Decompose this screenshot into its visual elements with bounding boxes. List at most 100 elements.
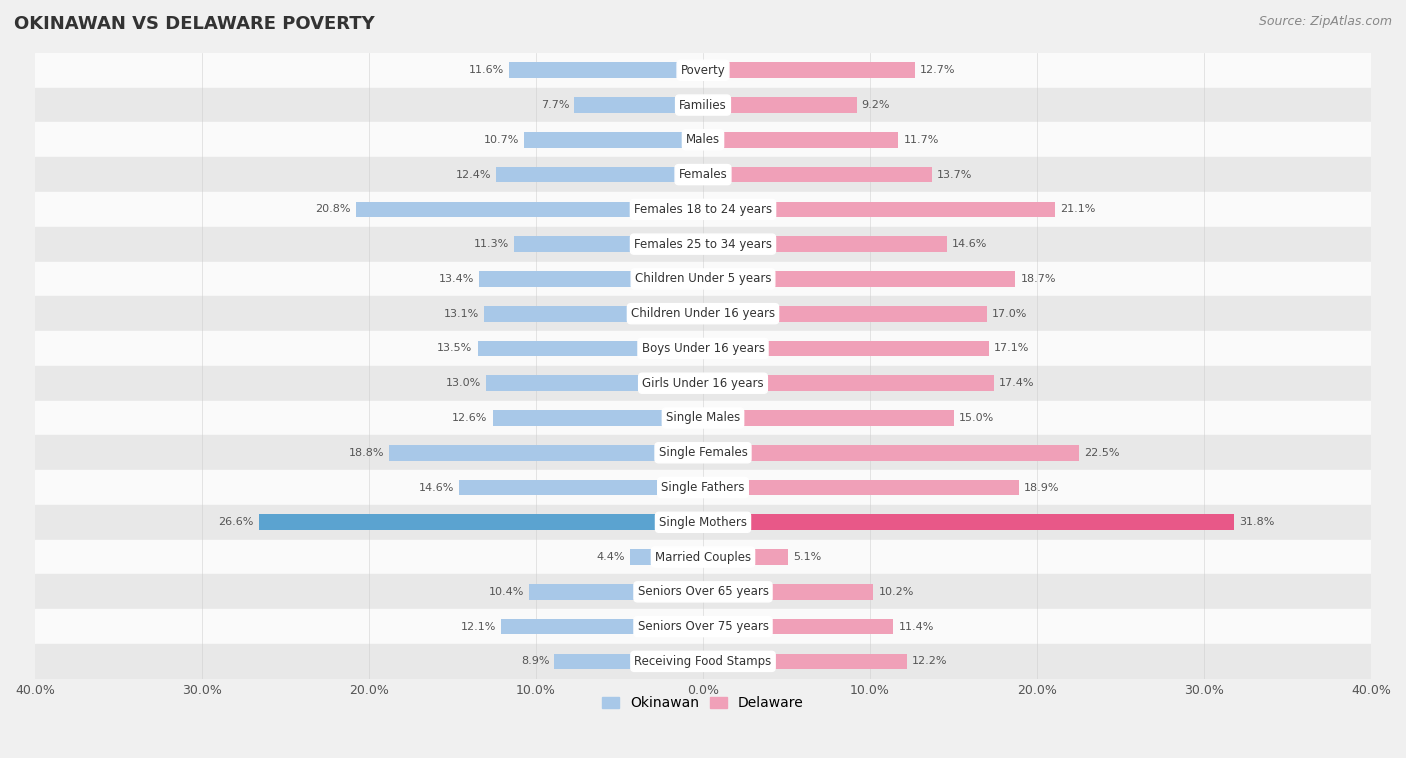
Bar (496, 167, 703, 183)
Bar (484, 306, 703, 321)
Bar (703, 410, 953, 426)
Bar (35, 366, 1371, 401)
Bar (529, 584, 703, 600)
Legend: Okinawan, Delaware: Okinawan, Delaware (596, 691, 810, 716)
Text: Source: ZipAtlas.com: Source: ZipAtlas.com (1258, 15, 1392, 28)
Bar (703, 653, 907, 669)
Bar (35, 296, 1371, 331)
Text: 5.1%: 5.1% (793, 552, 821, 562)
Bar (35, 609, 1371, 644)
Text: 21.1%: 21.1% (1060, 205, 1095, 215)
Text: 18.8%: 18.8% (349, 448, 384, 458)
Text: Females 25 to 34 years: Females 25 to 34 years (634, 238, 772, 251)
Bar (524, 132, 703, 148)
Bar (703, 480, 1019, 496)
Bar (35, 88, 1371, 123)
Text: 7.7%: 7.7% (541, 100, 569, 110)
Text: Seniors Over 75 years: Seniors Over 75 years (637, 620, 769, 633)
Text: 8.9%: 8.9% (520, 656, 550, 666)
Text: 13.1%: 13.1% (444, 309, 479, 318)
Text: 10.4%: 10.4% (489, 587, 524, 597)
Bar (630, 550, 703, 565)
Bar (35, 505, 1371, 540)
Text: Receiving Food Stamps: Receiving Food Stamps (634, 655, 772, 668)
Bar (460, 480, 703, 496)
Bar (703, 132, 898, 148)
Bar (35, 157, 1371, 192)
Text: 22.5%: 22.5% (1084, 448, 1119, 458)
Text: 13.5%: 13.5% (437, 343, 472, 353)
Text: 20.8%: 20.8% (315, 205, 350, 215)
Bar (703, 340, 988, 356)
Text: 4.4%: 4.4% (596, 552, 624, 562)
Bar (35, 540, 1371, 575)
Bar (703, 515, 1234, 530)
Text: 26.6%: 26.6% (218, 517, 253, 528)
Bar (35, 644, 1371, 678)
Text: Families: Families (679, 99, 727, 111)
Text: Single Fathers: Single Fathers (661, 481, 745, 494)
Bar (703, 619, 893, 634)
Bar (509, 62, 703, 78)
Text: 12.7%: 12.7% (920, 65, 956, 75)
Text: Boys Under 16 years: Boys Under 16 years (641, 342, 765, 355)
Bar (703, 306, 987, 321)
Text: 12.6%: 12.6% (453, 413, 488, 423)
Bar (35, 227, 1371, 262)
Text: 10.7%: 10.7% (484, 135, 519, 145)
Text: Children Under 5 years: Children Under 5 years (634, 272, 772, 286)
Text: Males: Males (686, 133, 720, 146)
Bar (35, 123, 1371, 157)
Text: 17.4%: 17.4% (998, 378, 1035, 388)
Text: Girls Under 16 years: Girls Under 16 years (643, 377, 763, 390)
Text: Poverty: Poverty (681, 64, 725, 77)
Text: Single Males: Single Males (666, 412, 740, 424)
Bar (35, 401, 1371, 435)
Bar (259, 515, 703, 530)
Bar (486, 375, 703, 391)
Bar (356, 202, 703, 218)
Text: Children Under 16 years: Children Under 16 years (631, 307, 775, 320)
Text: 13.4%: 13.4% (439, 274, 474, 284)
Bar (703, 584, 873, 600)
Text: Married Couples: Married Couples (655, 550, 751, 563)
Text: 13.7%: 13.7% (936, 170, 972, 180)
Bar (703, 271, 1015, 287)
Text: Single Mothers: Single Mothers (659, 515, 747, 529)
Bar (389, 445, 703, 461)
Text: OKINAWAN VS DELAWARE POVERTY: OKINAWAN VS DELAWARE POVERTY (14, 15, 375, 33)
Text: 14.6%: 14.6% (419, 483, 454, 493)
Bar (35, 575, 1371, 609)
Text: 10.2%: 10.2% (879, 587, 914, 597)
Bar (703, 550, 789, 565)
Bar (575, 97, 703, 113)
Bar (554, 653, 703, 669)
Text: 31.8%: 31.8% (1239, 517, 1274, 528)
Bar (703, 375, 994, 391)
Bar (492, 410, 703, 426)
Text: 15.0%: 15.0% (959, 413, 994, 423)
Text: 17.1%: 17.1% (994, 343, 1029, 353)
Bar (703, 445, 1078, 461)
Text: Single Females: Single Females (658, 446, 748, 459)
Bar (35, 331, 1371, 366)
Bar (35, 470, 1371, 505)
Bar (35, 262, 1371, 296)
Bar (501, 619, 703, 634)
Text: Seniors Over 65 years: Seniors Over 65 years (637, 585, 769, 598)
Text: 9.2%: 9.2% (862, 100, 890, 110)
Text: Females 18 to 24 years: Females 18 to 24 years (634, 203, 772, 216)
Bar (478, 340, 703, 356)
Text: 12.4%: 12.4% (456, 170, 491, 180)
Bar (703, 62, 915, 78)
Bar (35, 192, 1371, 227)
Bar (35, 53, 1371, 88)
Text: 11.7%: 11.7% (904, 135, 939, 145)
Bar (703, 202, 1056, 218)
Bar (703, 236, 946, 252)
Text: 11.4%: 11.4% (898, 622, 934, 631)
Bar (703, 97, 856, 113)
Text: Females: Females (679, 168, 727, 181)
Text: 12.1%: 12.1% (461, 622, 496, 631)
Text: 18.7%: 18.7% (1021, 274, 1056, 284)
